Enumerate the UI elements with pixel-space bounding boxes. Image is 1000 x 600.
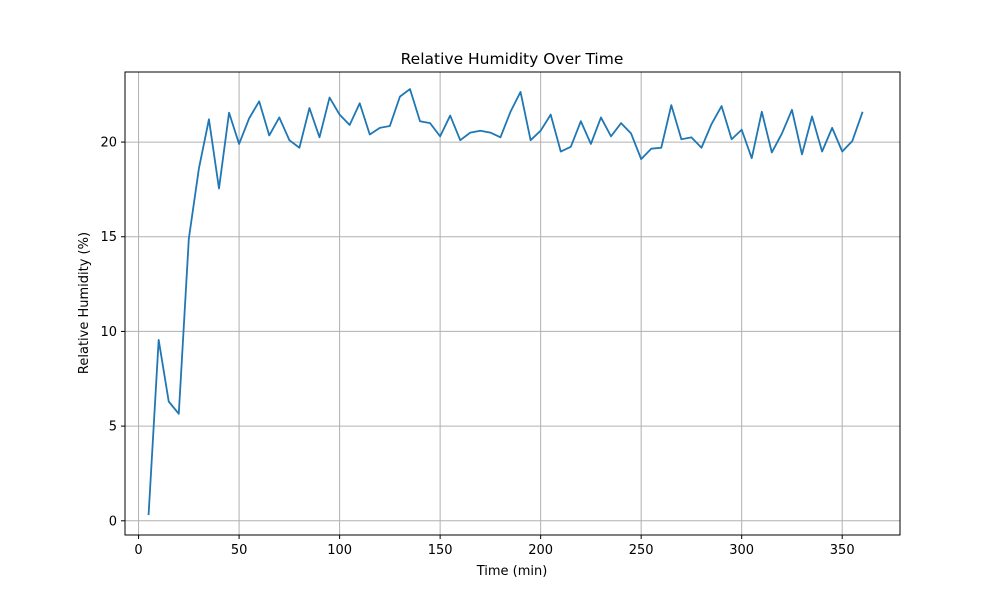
series-layer [147, 88, 864, 516]
x-tick-label: 100 [327, 543, 352, 558]
x-tick-label: 300 [729, 543, 754, 558]
y-axis-label: Relative Humidity (%) [77, 232, 92, 374]
x-tick-label: 350 [830, 543, 855, 558]
x-tick-label: 0 [134, 543, 142, 558]
y-tick-label: 0 [109, 514, 117, 529]
x-tick-label: 150 [428, 543, 453, 558]
grid-lines [125, 72, 900, 535]
axis-ticks: 0 50 100 150 200 250 300 350 0 5 10 15 20 [100, 136, 854, 558]
x-axis-label: Time (min) [476, 564, 548, 579]
chart-title: Relative Humidity Over Time [401, 50, 624, 68]
x-tick-label: 50 [231, 543, 248, 558]
y-tick-label: 15 [100, 230, 117, 245]
x-tick-label: 250 [629, 543, 654, 558]
humidity-series-line [147, 88, 864, 516]
y-tick-label: 10 [100, 325, 117, 340]
x-tick-label: 200 [528, 543, 553, 558]
y-tick-label: 5 [109, 420, 117, 435]
plot-area-frame [124, 71, 901, 536]
y-tick-label: 20 [100, 136, 117, 151]
